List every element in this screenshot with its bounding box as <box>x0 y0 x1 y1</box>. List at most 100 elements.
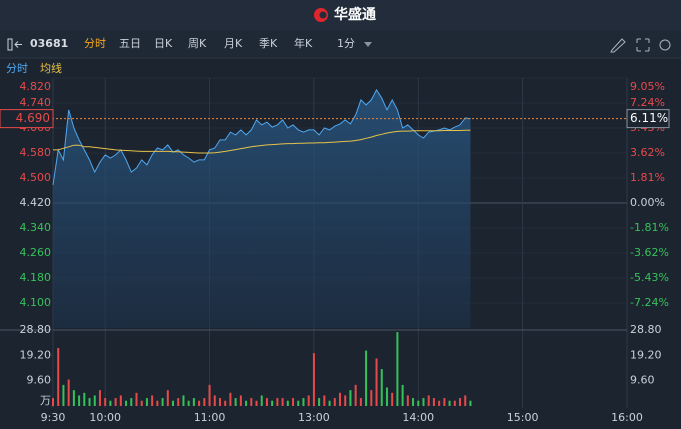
current-pct-box <box>626 109 670 129</box>
volume-bar <box>265 398 268 406</box>
volume-bar <box>156 400 159 406</box>
x-tick-label: 14:00 <box>402 411 434 424</box>
volume-bar <box>427 395 430 406</box>
volume-bar <box>78 395 81 406</box>
tab[interactable]: 月K <box>224 37 243 50</box>
x-tick-label: 13:00 <box>298 411 330 424</box>
volume-bar <box>276 398 279 406</box>
volume-bar <box>72 390 75 406</box>
settings-icon[interactable] <box>659 39 671 51</box>
volume-bar <box>396 332 399 406</box>
y-tick-label: 4.740 <box>20 96 52 109</box>
pencil-icon[interactable] <box>610 38 626 53</box>
dropdown-arrow[interactable] <box>364 42 372 47</box>
interval[interactable]: 1分 <box>337 37 355 50</box>
tab[interactable]: 季K <box>259 37 278 50</box>
volume-bar <box>52 398 54 406</box>
volume-bar <box>281 398 284 406</box>
toolbar-icons <box>610 38 671 53</box>
volume-bar <box>198 400 201 406</box>
volume-bar <box>229 392 232 406</box>
volume-bar <box>354 384 357 406</box>
volume-bar <box>208 384 211 406</box>
legend-entry: 分时 <box>6 62 28 75</box>
expand-icon[interactable] <box>636 38 650 52</box>
back-icon[interactable] <box>7 38 22 51</box>
volume-bar <box>119 395 122 406</box>
volume-bar <box>375 358 378 406</box>
toolbar <box>0 30 681 58</box>
volume-bar <box>302 398 305 406</box>
volume-bar <box>260 395 263 406</box>
volume-bar <box>109 400 112 406</box>
volume-bar <box>323 395 326 406</box>
volume-bar <box>448 400 451 406</box>
tab[interactable]: 年K <box>294 36 313 50</box>
current-price-label: 4.690 <box>16 111 50 125</box>
tab[interactable]: 分时 <box>84 37 106 50</box>
price-line <box>52 88 471 185</box>
volume-bar <box>224 400 227 406</box>
volume-bar <box>104 398 107 406</box>
volume-bar <box>218 398 221 406</box>
volume-bar <box>339 392 341 406</box>
volume-bar <box>385 387 388 406</box>
volume-bar <box>307 395 310 406</box>
volume-bar <box>234 398 237 406</box>
volume-tick-label: 万 <box>40 394 51 407</box>
volume-bar <box>67 379 70 406</box>
volume-bar <box>93 395 96 406</box>
average-line <box>53 129 471 154</box>
y-tick-label: 4.260 <box>20 246 52 259</box>
title-bar <box>0 0 681 30</box>
volume-tick-label: 19.20 <box>20 348 52 361</box>
volume-bar <box>57 347 60 406</box>
volume-bar <box>359 398 362 406</box>
volume-bar <box>135 392 138 406</box>
logo-icon <box>314 8 328 22</box>
volume-bar <box>401 384 404 406</box>
y-tick-label: 4.580 <box>20 146 52 159</box>
x-tick-label: 9:30 <box>41 411 66 424</box>
tab[interactable]: 五日 <box>119 37 141 50</box>
y2-tick-label: -3.62% <box>630 246 669 259</box>
y2-tick-label: 1.81% <box>630 171 665 184</box>
volume-bar <box>145 398 148 406</box>
y2-tick-label: -1.81% <box>630 221 669 234</box>
y2-tick-label: 3.62% <box>630 146 665 159</box>
volume-bar <box>406 395 409 406</box>
volume-bar <box>453 400 456 406</box>
volume-bar <box>239 395 242 406</box>
volume-bar <box>438 400 441 406</box>
tab[interactable]: 周K <box>188 37 207 50</box>
y2-tick-label: 9.05% <box>630 80 665 93</box>
volume-bar <box>192 398 195 406</box>
volume-tick-label: 28.80 <box>20 323 52 336</box>
volume-bar <box>349 390 352 406</box>
y2-tick-label: -7.24% <box>630 296 669 309</box>
volume-tick-label: 9.60 <box>27 374 52 387</box>
volume-bar <box>391 392 394 406</box>
volume-bar <box>161 398 164 406</box>
volume-tick-label-right: 19.20 <box>630 348 662 361</box>
volume-bar <box>98 390 101 406</box>
y-tick-label: 4.340 <box>20 221 52 234</box>
volume-bar <box>312 353 315 406</box>
volume-bar <box>328 400 331 406</box>
volume-bar <box>62 384 65 406</box>
volume-bar <box>125 400 128 406</box>
volume-bar <box>380 369 383 406</box>
volume-bar <box>88 398 91 406</box>
volume-bar <box>464 395 467 406</box>
volume-bar <box>130 398 133 406</box>
volume-bar <box>83 392 86 406</box>
tab[interactable]: 日K <box>154 37 173 50</box>
volume-bar <box>417 400 420 406</box>
volume-bar <box>412 398 415 406</box>
volume-bar <box>177 398 180 406</box>
y2-tick-label: 0.00% <box>630 196 665 209</box>
volume-bar <box>187 400 190 406</box>
volume-bar <box>213 395 216 406</box>
volume-bar <box>151 395 154 406</box>
